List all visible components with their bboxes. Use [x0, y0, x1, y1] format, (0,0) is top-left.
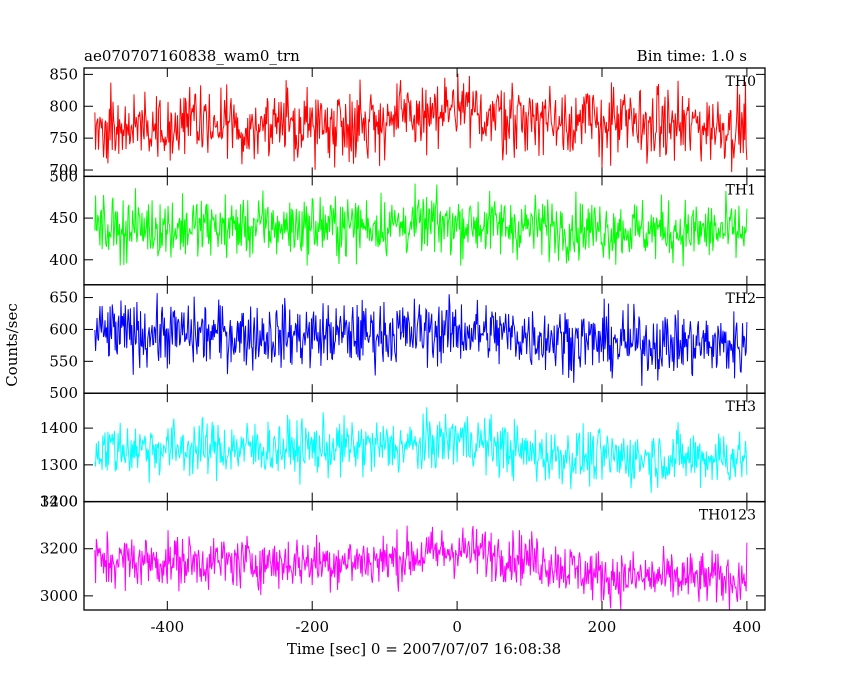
panel-label-th3: TH3 [726, 399, 756, 415]
panel-label-th1: TH1 [726, 182, 756, 198]
series-line-th2 [94, 293, 748, 386]
y-tick-label: 500 [49, 167, 78, 185]
x-axis: -400 -200 0 200 400 [150, 618, 761, 636]
y-tick-label: 550 [49, 352, 78, 370]
x-tick-label: 400 [733, 618, 762, 636]
panel-th3: TH3 1200 1300 1400 [40, 392, 766, 511]
panel-frame [83, 500, 766, 611]
bin-time-label: Bin time: 1.0 s [637, 47, 747, 65]
y-tick-label: 3000 [40, 587, 78, 605]
y-tick-label: 450 [49, 209, 78, 227]
y-tick-label: 3400 [40, 493, 78, 511]
panel-th1: TH1 400 450 500 [49, 167, 766, 286]
y-tick-label: 1400 [40, 419, 78, 437]
panel-label-th2: TH2 [726, 291, 756, 307]
y-tick-label: 400 [49, 251, 78, 269]
y-tick-label: 800 [49, 97, 78, 115]
panel-th0123: TH0123 3000 3200 3400 [40, 493, 766, 611]
y-tick-label: 1300 [40, 456, 78, 474]
y-tick-label: 750 [49, 129, 78, 147]
x-tick-label: 200 [588, 618, 617, 636]
series-line-th0 [94, 73, 748, 173]
y-tick-label: 700 [49, 161, 78, 179]
chart-title: ae070707160838_wam0_trn [84, 47, 300, 65]
x-tick-label: 0 [452, 618, 462, 636]
y-tick-label: 600 [49, 320, 78, 338]
x-axis-label: Time [sec] 0 = 2007/07/07 16:08:38 [287, 640, 561, 658]
y-tick-label: 850 [49, 65, 78, 83]
panels-group: TH0 700 750 800 850 TH1 400 450 500 TH2 500 550 600 6… [40, 65, 766, 611]
series-line-th3 [94, 407, 748, 493]
x-tick-label: -200 [295, 618, 329, 636]
y-tick-label: 3200 [40, 540, 78, 558]
x-tick-label: -400 [150, 618, 184, 636]
panel-label-th0123: TH0123 [699, 508, 756, 524]
y-axis-label: Counts/sec [3, 303, 21, 387]
y-tick-label: 650 [49, 289, 78, 307]
series-line-th0123 [94, 525, 748, 611]
panel-th2: TH2 500 550 600 650 [49, 284, 766, 402]
series-line-th1 [94, 183, 748, 267]
y-tick-label: 1200 [40, 493, 78, 511]
panel-th0: TH0 700 750 800 850 [49, 65, 766, 179]
panel-label-th0: TH0 [726, 74, 756, 90]
y-tick-label: 500 [49, 384, 78, 402]
